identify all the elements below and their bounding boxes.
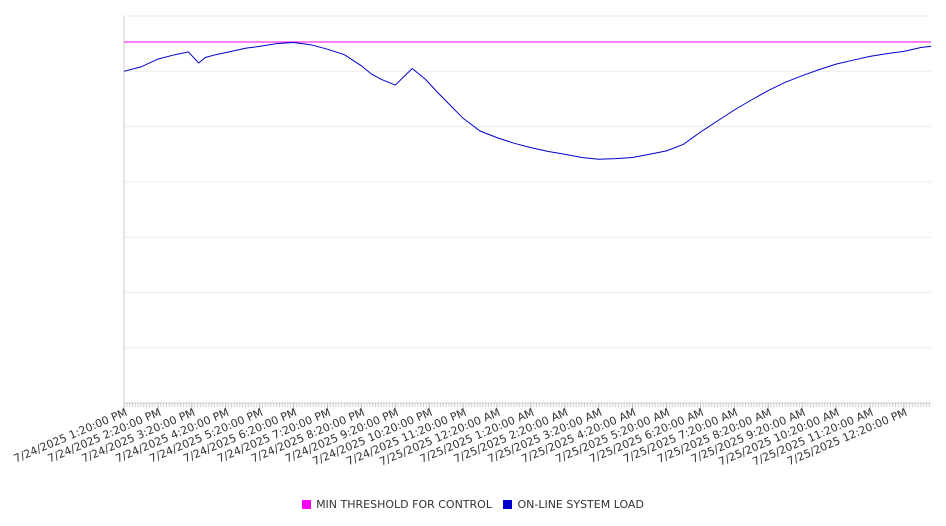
x-axis-tick-labels: 7/24/2025 1:20:00 PM7/24/2025 2:20:00 PM… [12,403,909,468]
gridlines [124,15,931,349]
legend-item-system-load[interactable]: ON-LINE SYSTEM LOAD [503,498,644,511]
legend-label-min-threshold: MIN THRESHOLD FOR CONTROL [316,498,492,511]
series-layer [123,41,932,160]
series-line-system-load [123,41,932,160]
x-axis-minor-ticks [123,403,930,407]
legend: MIN THRESHOLD FOR CONTROL ON-LINE SYSTEM… [0,498,946,512]
legend-item-min-threshold[interactable]: MIN THRESHOLD FOR CONTROL [302,498,492,511]
legend-swatch-system-load [503,500,513,509]
legend-label-system-load: ON-LINE SYSTEM LOAD [517,498,644,511]
legend-swatch-min-threshold [302,500,312,509]
